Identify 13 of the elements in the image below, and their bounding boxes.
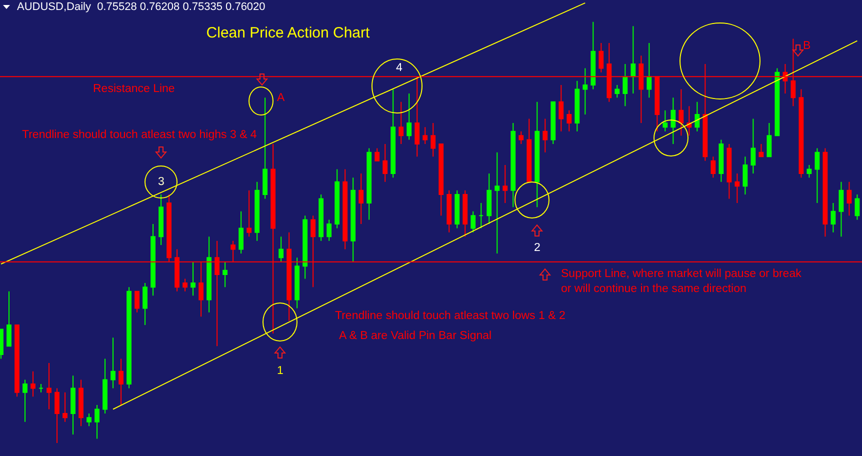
ref-line-label: Resistance Line (93, 83, 175, 95)
annotation: 1 (277, 365, 284, 377)
chart-title: Clean Price Action Chart (206, 24, 371, 42)
annotation: A & B are Valid Pin Bar Signal (339, 330, 492, 342)
annotation: Trendline should touch atleast two highs 3 & 4 (22, 129, 258, 141)
annotation: A (277, 92, 285, 104)
chart-subtitle: AUDUSD,Daily 0.75528 0.76208 0.75335 0.76020 (17, 1, 266, 13)
annotation: B (803, 40, 811, 52)
annotation: 4 (396, 62, 403, 74)
annotation: 3 (158, 176, 164, 188)
ref-line-label: Support Line, where market will pause or break or will continue in the same direction (561, 268, 802, 295)
annotation: Trendline should touch atleast two lows 1 & 2 (335, 310, 566, 322)
annotation: 2 (534, 242, 540, 254)
